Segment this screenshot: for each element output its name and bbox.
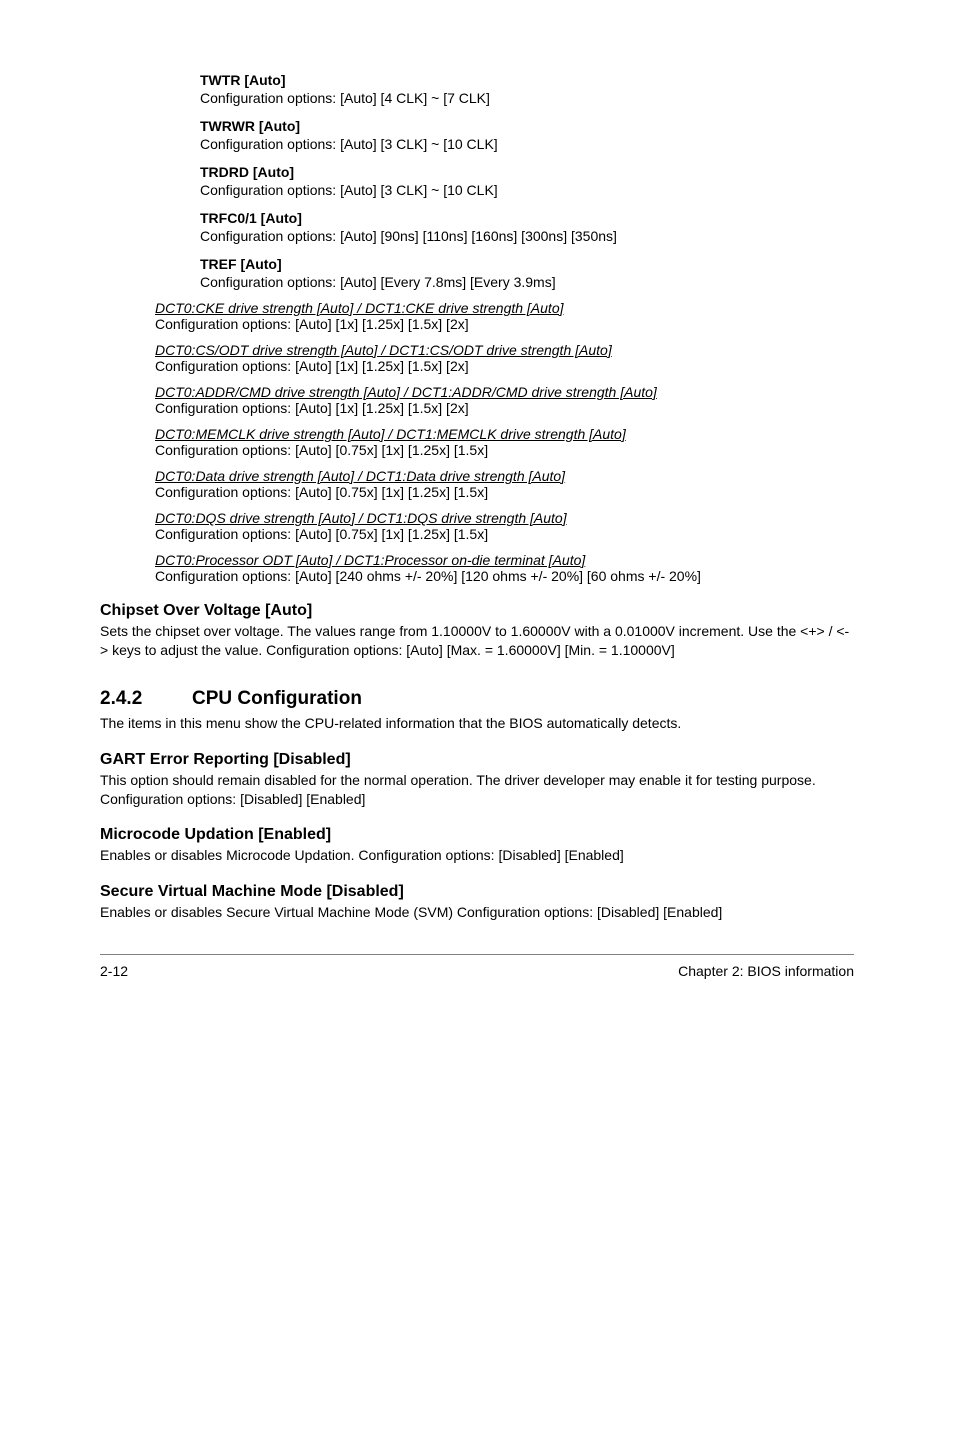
addrcmd-config: Configuration options: [Auto] [1x] [1.25… — [155, 400, 854, 416]
trdrd-config: Configuration options: [Auto] [3 CLK] ~ … — [200, 182, 854, 198]
tref-label: TREF [Auto] — [200, 256, 854, 272]
svm-heading: Secure Virtual Machine Mode [Disabled] — [100, 883, 854, 901]
memclk-config: Configuration options: [Auto] [0.75x] [1… — [155, 442, 854, 458]
page-content: TWTR [Auto] Configuration options: [Auto… — [0, 0, 954, 1398]
dqs-config: Configuration options: [Auto] [0.75x] [1… — [155, 526, 854, 542]
csodt-link: DCT0:CS/ODT drive strength [Auto] / DCT1… — [155, 342, 854, 358]
cpu-section-intro: The items in this menu show the CPU-rela… — [100, 714, 854, 733]
twtr-label: TWTR [Auto] — [200, 72, 854, 88]
twtr-config: Configuration options: [Auto] [4 CLK] ~ … — [200, 90, 854, 106]
microcode-heading: Microcode Updation [Enabled] — [100, 826, 854, 844]
svm-body: Enables or disables Secure Virtual Machi… — [100, 903, 854, 922]
cpu-section-num: 2.4.2 — [100, 688, 192, 710]
csodt-config: Configuration options: [Auto] [1x] [1.25… — [155, 358, 854, 374]
chipset-body: Sets the chipset over voltage. The value… — [100, 622, 854, 660]
tref-config: Configuration options: [Auto] [Every 7.8… — [200, 274, 854, 290]
drive-strength-block: DCT0:CKE drive strength [Auto] / DCT1:CK… — [155, 300, 854, 584]
footer-chapter: Chapter 2: BIOS information — [678, 963, 854, 979]
dqs-link: DCT0:DQS drive strength [Auto] / DCT1:DQ… — [155, 510, 854, 526]
cke-link: DCT0:CKE drive strength [Auto] / DCT1:CK… — [155, 300, 854, 316]
trdrd-label: TRDRD [Auto] — [200, 164, 854, 180]
trfc-config: Configuration options: [Auto] [90ns] [11… — [200, 228, 854, 244]
page-footer: 2-12 Chapter 2: BIOS information — [100, 954, 854, 979]
cke-config: Configuration options: [Auto] [1x] [1.25… — [155, 316, 854, 332]
twrwr-label: TWRWR [Auto] — [200, 118, 854, 134]
odt-config: Configuration options: [Auto] [240 ohms … — [155, 568, 854, 584]
microcode-body: Enables or disables Microcode Updation. … — [100, 846, 854, 865]
twrwr-config: Configuration options: [Auto] [3 CLK] ~ … — [200, 136, 854, 152]
gart-heading: GART Error Reporting [Disabled] — [100, 751, 854, 769]
data-link: DCT0:Data drive strength [Auto] / DCT1:D… — [155, 468, 854, 484]
footer-page-num: 2-12 — [100, 963, 128, 979]
chipset-heading: Chipset Over Voltage [Auto] — [100, 602, 854, 620]
cpu-section-heading: 2.4.2CPU Configuration — [100, 688, 854, 710]
data-config: Configuration options: [Auto] [0.75x] [1… — [155, 484, 854, 500]
gart-body: This option should remain disabled for t… — [100, 771, 854, 809]
trfc-label: TRFC0/1 [Auto] — [200, 210, 854, 226]
addrcmd-link: DCT0:ADDR/CMD drive strength [Auto] / DC… — [155, 384, 854, 400]
odt-link: DCT0:Processor ODT [Auto] / DCT1:Process… — [155, 552, 854, 568]
cpu-section-title: CPU Configuration — [192, 688, 362, 709]
memclk-link: DCT0:MEMCLK drive strength [Auto] / DCT1… — [155, 426, 854, 442]
timing-block: TWTR [Auto] Configuration options: [Auto… — [200, 72, 854, 290]
